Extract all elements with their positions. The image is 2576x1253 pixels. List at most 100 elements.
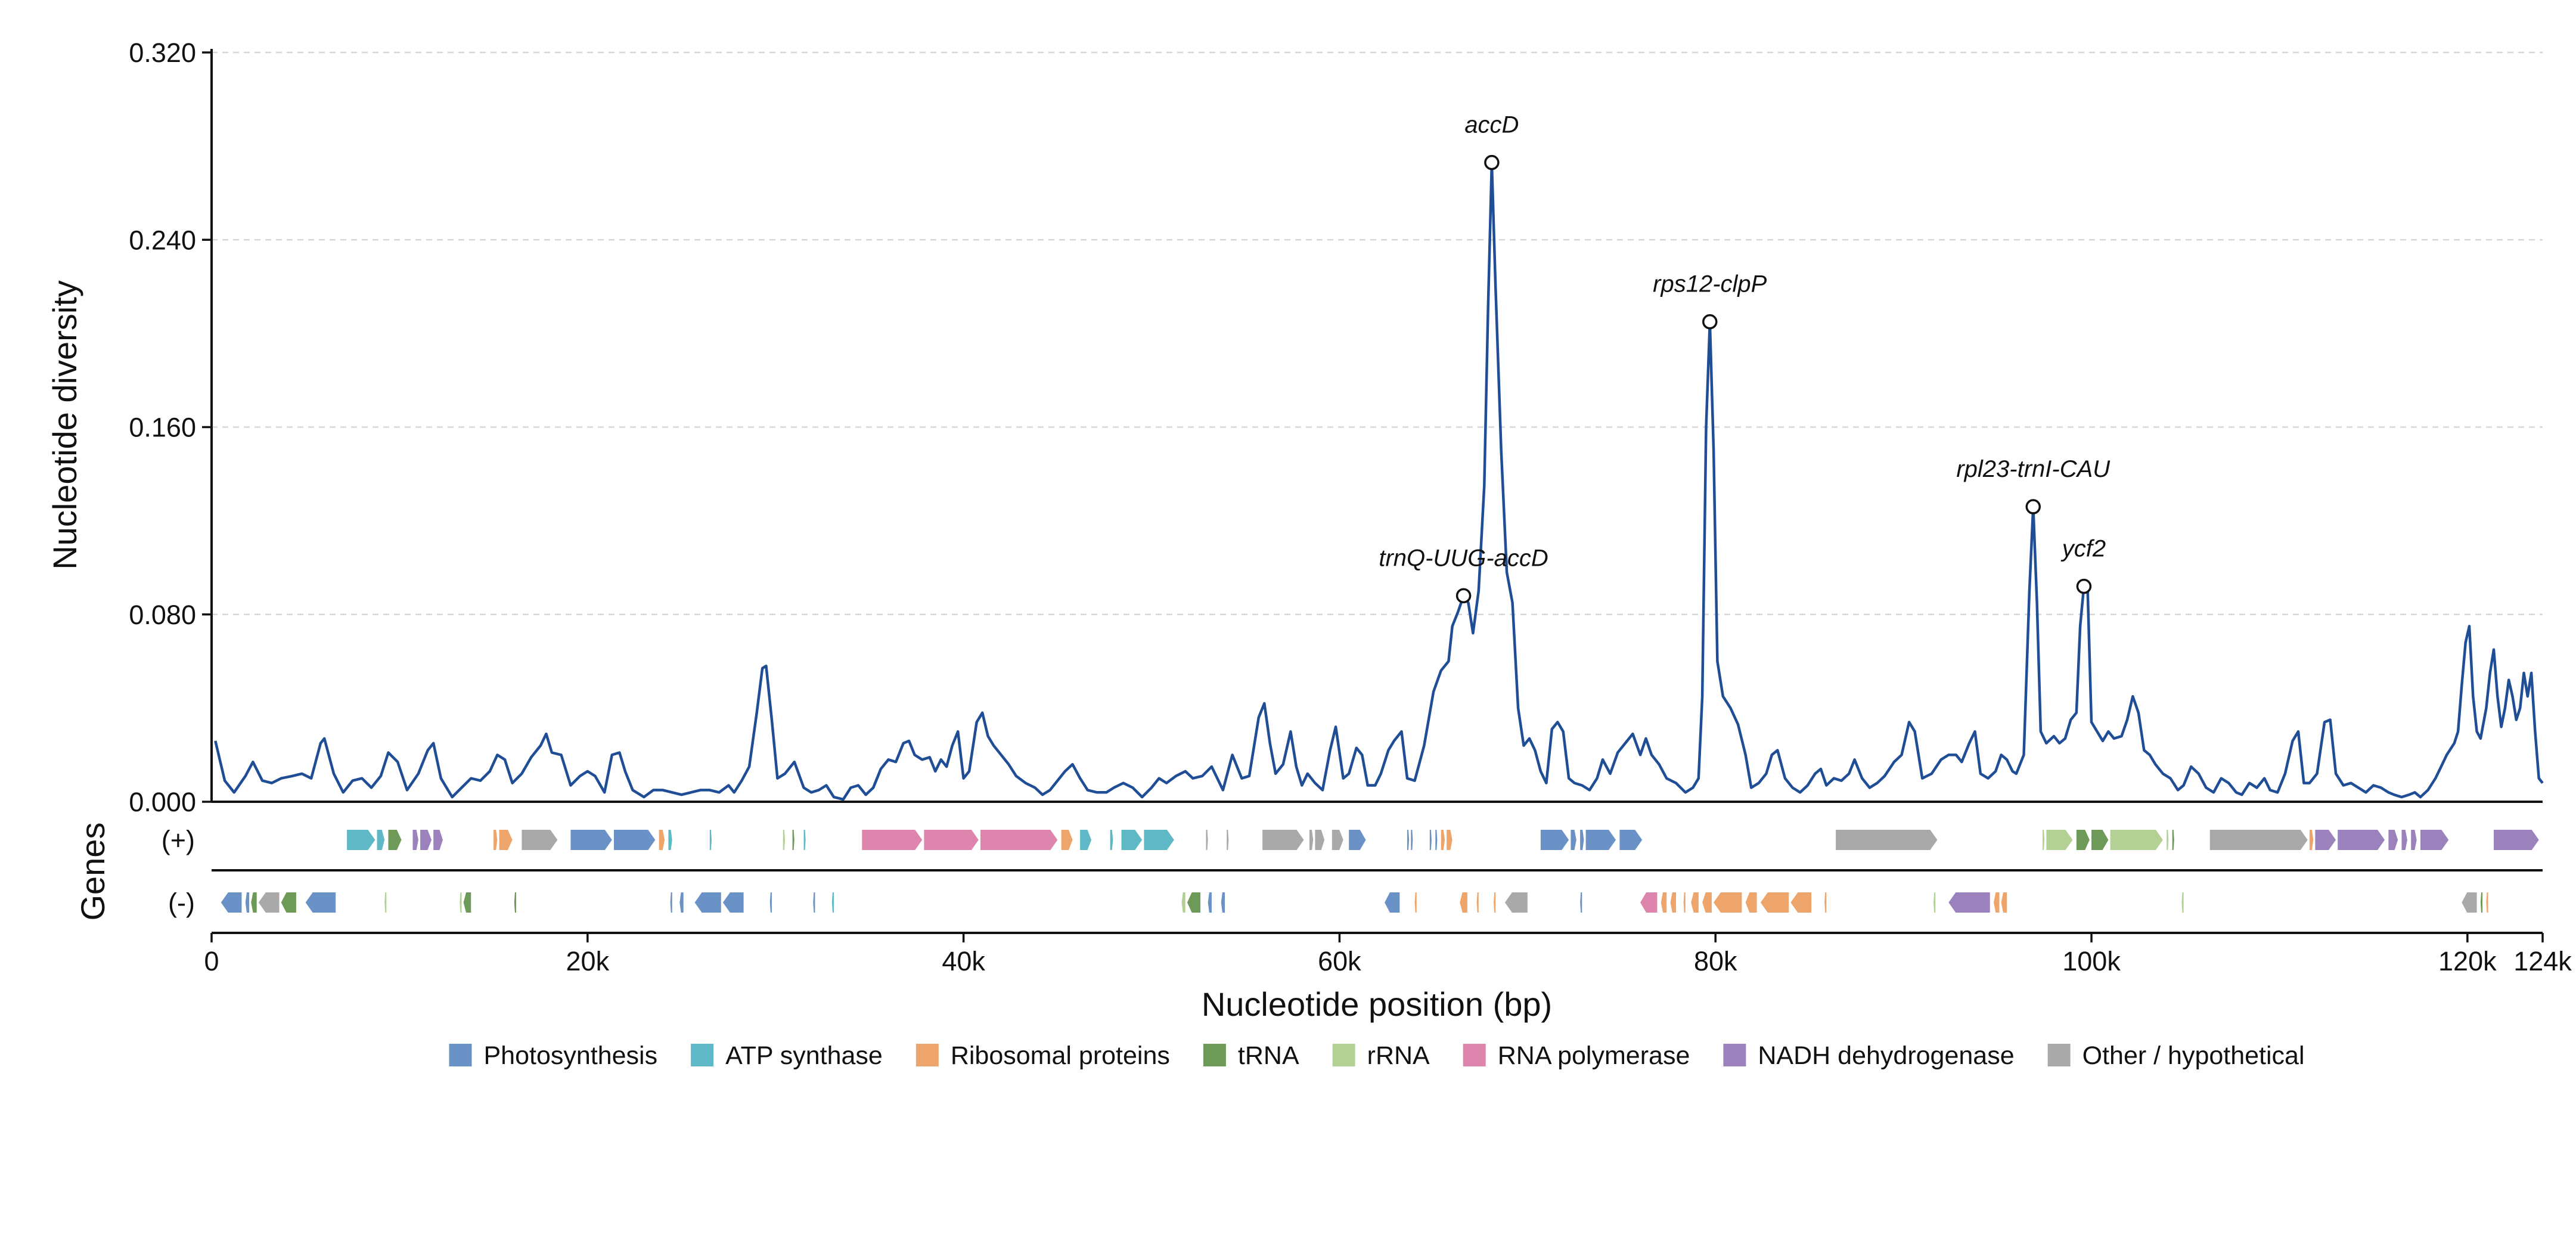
gene-arrow bbox=[1661, 892, 1667, 913]
legend-label: rRNA bbox=[1367, 1041, 1430, 1070]
gene-arrow bbox=[1144, 830, 1174, 850]
y-tick-label: 0.000 bbox=[129, 787, 196, 817]
minus-strand-label: (-) bbox=[168, 888, 195, 918]
gene-arrow bbox=[1441, 830, 1445, 850]
gene-arrow bbox=[694, 892, 721, 913]
gene-arrow bbox=[1460, 892, 1467, 913]
gene-arrow bbox=[2181, 892, 2184, 913]
gene-arrow bbox=[831, 892, 834, 913]
gene-arrow bbox=[1309, 830, 1314, 850]
gene-arrow bbox=[2486, 892, 2488, 913]
gene-arrow bbox=[1181, 892, 1185, 913]
legend-label: NADH dehydrogenase bbox=[1758, 1041, 2014, 1070]
gene-arrow bbox=[420, 830, 432, 850]
gene-arrow bbox=[1580, 830, 1584, 850]
gene-arrow bbox=[1933, 892, 1936, 913]
legend-swatch bbox=[1463, 1044, 1486, 1066]
gene-arrow bbox=[1824, 892, 1827, 913]
gene-arrow bbox=[1221, 892, 1225, 913]
y-tick-label: 0.240 bbox=[129, 225, 196, 255]
gene-arrow bbox=[813, 892, 815, 913]
gene-arrow bbox=[2338, 830, 2385, 850]
gene-arrow bbox=[1407, 830, 1410, 850]
gene-arrow bbox=[1262, 830, 1304, 850]
legend-swatch bbox=[449, 1044, 472, 1066]
x-axis-title: Nucleotide position (bp) bbox=[1202, 985, 1552, 1023]
legend-swatch bbox=[1723, 1044, 1746, 1066]
gene-arrow bbox=[1349, 830, 1366, 850]
legend-swatch bbox=[1203, 1044, 1226, 1066]
gene-arrow bbox=[2167, 830, 2169, 850]
diversity-line bbox=[214, 161, 2544, 801]
gene-arrow bbox=[1061, 830, 1073, 850]
x-tick-label: 120k bbox=[2438, 946, 2497, 976]
gene-arrow bbox=[2046, 830, 2073, 850]
gene-arrow bbox=[668, 830, 672, 850]
gene-arrow bbox=[924, 830, 979, 850]
gene-arrow bbox=[1585, 830, 1616, 850]
x-tick-label: 40k bbox=[942, 946, 985, 976]
gene-arrow bbox=[412, 830, 418, 850]
gene-arrow bbox=[281, 892, 296, 913]
gene-arrow bbox=[514, 892, 516, 913]
gene-arrow bbox=[1187, 892, 1201, 913]
gene-arrow bbox=[2043, 830, 2045, 850]
gene-arrow bbox=[1315, 830, 1325, 850]
gene-arrow bbox=[221, 892, 242, 913]
gene-arrow bbox=[783, 830, 785, 850]
gene-arrow bbox=[1691, 892, 1699, 913]
gene-arrow bbox=[1836, 830, 1938, 850]
legend-swatch bbox=[915, 1044, 939, 1066]
gene-arrow bbox=[1994, 892, 2000, 913]
peak-marker bbox=[1455, 588, 1472, 604]
gene-arrow bbox=[1619, 830, 1643, 850]
peak-marker bbox=[1702, 314, 1718, 330]
gene-arrow bbox=[679, 892, 684, 913]
gene-arrow bbox=[1411, 830, 1413, 850]
minus-strand-genes bbox=[221, 892, 2488, 913]
legend-swatch bbox=[2047, 1044, 2071, 1066]
gene-arrow bbox=[1447, 830, 1453, 850]
gene-arrow bbox=[251, 892, 257, 913]
gene-arrow bbox=[1414, 892, 1417, 913]
peak-label: accD bbox=[1464, 112, 1519, 138]
peak-marker bbox=[2076, 578, 2092, 594]
peak-label: ycf2 bbox=[2060, 536, 2106, 562]
gene-arrow bbox=[1429, 830, 1432, 850]
gene-arrow bbox=[2388, 830, 2398, 850]
gene-arrow bbox=[1385, 892, 1400, 913]
gene-arrow bbox=[1435, 830, 1438, 850]
gene-arrow bbox=[1206, 830, 1208, 850]
gene-arrow bbox=[1640, 892, 1658, 913]
gene-arrow bbox=[1571, 830, 1576, 850]
gene-arrow bbox=[1540, 830, 1569, 850]
gene-arrow bbox=[2209, 830, 2308, 850]
gene-arrow bbox=[659, 830, 665, 850]
gene-arrow bbox=[1745, 892, 1757, 913]
gene-arrow bbox=[1504, 892, 1528, 913]
gene-arrow bbox=[980, 830, 1058, 850]
legend-label: ATP synthase bbox=[725, 1041, 883, 1070]
gene-arrow bbox=[2172, 830, 2174, 850]
peak-marker bbox=[1484, 154, 1500, 170]
gene-arrow bbox=[377, 830, 385, 850]
x-tick-label: 60k bbox=[1318, 946, 1361, 976]
gene-arrow bbox=[722, 892, 744, 913]
gene-arrow bbox=[1332, 830, 1343, 850]
x-tick-label: 0 bbox=[204, 946, 219, 976]
x-axis-ticks: 0 20k 40k 60k 80k 100k 120k 124k bbox=[204, 933, 2572, 976]
peak-marker bbox=[2025, 499, 2041, 514]
gene-arrow bbox=[433, 830, 443, 850]
gene-arrow bbox=[862, 830, 923, 850]
gene-arrow bbox=[2420, 830, 2449, 850]
x-tick-label: 124k bbox=[2513, 946, 2572, 976]
gene-arrow bbox=[305, 892, 336, 913]
gene-arrow bbox=[1760, 892, 1789, 913]
gene-arrow bbox=[1702, 892, 1712, 913]
gene-arrow bbox=[570, 830, 612, 850]
gene-arrow bbox=[769, 892, 772, 913]
gene-arrow bbox=[2076, 830, 2090, 850]
gridlines bbox=[212, 51, 2543, 615]
peak-label: trnQ-UUG-accD bbox=[1379, 545, 1548, 571]
